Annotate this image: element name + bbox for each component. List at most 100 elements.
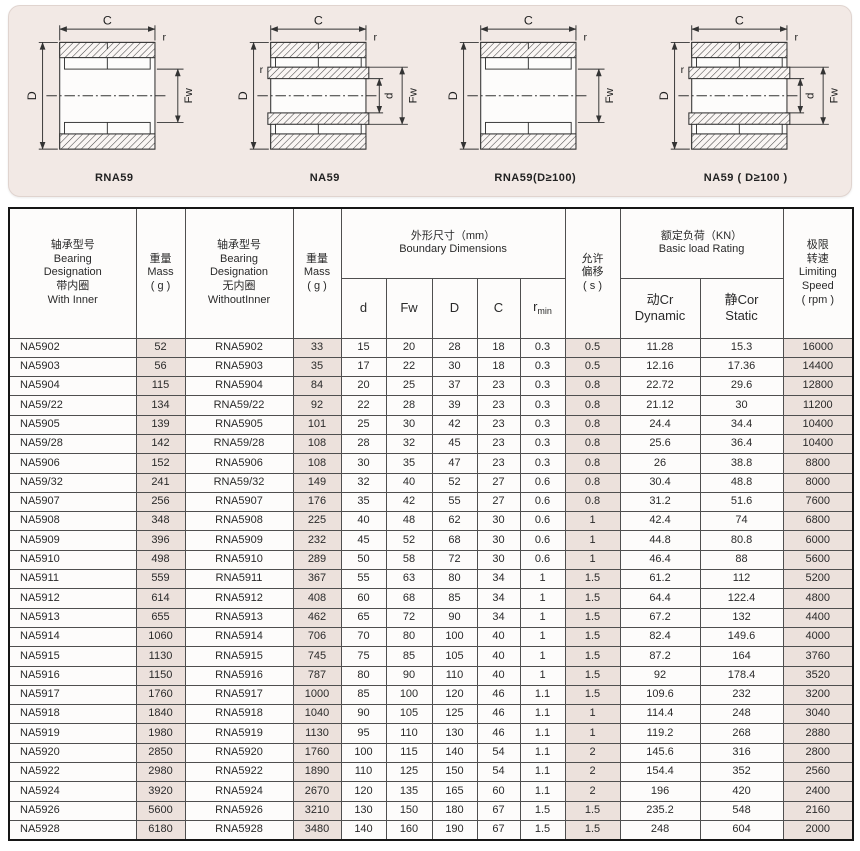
cell-rmin: 0.6 (519, 511, 566, 532)
cell-fw: 115 (385, 742, 433, 764)
col-header-C: C (476, 277, 521, 339)
cell-dynamic-load: 42.4 (619, 511, 701, 532)
cell-dynamic-load: 11.28 (619, 337, 701, 358)
cell-static-load: 51.6 (699, 491, 784, 513)
cell-mass-without-inner: 1040 (292, 704, 342, 725)
table-row: NA5917 1760 RNA5917 1000 85 100 120 46 1.1 1.5 109… (8, 684, 854, 706)
cell-dynamic-load: 82.4 (619, 626, 701, 648)
bearing-diagram-rna59-d100: C D Fw r RNA59(D≥100) (430, 6, 641, 196)
cell-mass-without-inner: 108 (292, 453, 342, 474)
cell-limiting-speed: 7600 (782, 491, 854, 513)
cell-static-load: 38.8 (699, 453, 784, 474)
cell-static-load: 248 (699, 704, 784, 725)
cell-designation-with-inner: NA5905 (8, 414, 137, 435)
cell-dynamic-load: 46.4 (619, 549, 701, 571)
table-row: NA5906 152 RNA5906 108 30 35 47 23 0.3 0.8 26 38.8 8… (8, 453, 854, 474)
cell-static-load: 316 (699, 742, 784, 764)
cell-designation-without-inner: RNA5913 (184, 607, 294, 628)
cell-static-load: 548 (699, 800, 784, 821)
cell-misalignment: 0.8 (564, 376, 621, 397)
cell-d: 100 (340, 742, 387, 764)
svg-text:r: r (259, 65, 263, 76)
table-row: NA5914 1060 RNA5914 706 70 80 100 40 1 1.5 82.4 149… (8, 626, 854, 648)
cell-mass-with-inner: 3920 (135, 781, 186, 802)
cell-misalignment: 1.5 (564, 626, 621, 648)
cell-mass-with-inner: 1980 (135, 723, 186, 744)
cell-static-load: 149.6 (699, 626, 784, 648)
cell-dynamic-load: 154.4 (619, 762, 701, 783)
cell-designation-without-inner: RNA5907 (184, 491, 294, 513)
cell-fw: 58 (385, 549, 433, 571)
cell-d: 40 (340, 511, 387, 532)
cell-misalignment: 1.5 (564, 665, 621, 686)
cell-misalignment: 0.5 (564, 337, 621, 358)
cell-designation-with-inner: NA5924 (8, 781, 137, 802)
cell-C: 30 (476, 511, 521, 532)
cell-d: 25 (340, 414, 387, 435)
bearing-drawing: C D d r Fw r (657, 13, 840, 150)
cell-mass-without-inner: 706 (292, 626, 342, 648)
table-body: NA5902 52 RNA5902 33 15 20 28 18 0.3 0.5 11.28 15.3… (8, 337, 854, 841)
cell-misalignment: 0.8 (564, 414, 621, 435)
cell-misalignment: 0.8 (564, 453, 621, 474)
cell-designation-without-inner: RNA59/32 (184, 472, 294, 493)
cell-limiting-speed: 5600 (782, 549, 854, 571)
cell-designation-without-inner: RNA5906 (184, 453, 294, 474)
cell-d: 22 (340, 395, 387, 416)
cell-mass-without-inner: 33 (292, 337, 342, 358)
cell-designation-with-inner: NA5902 (8, 337, 137, 358)
cell-rmin: 1 (519, 569, 566, 590)
cell-designation-without-inner: RNA5915 (184, 646, 294, 667)
cell-designation-without-inner: RNA59/22 (184, 395, 294, 416)
cell-mass-without-inner: 149 (292, 472, 342, 493)
cell-designation-with-inner: NA5917 (8, 684, 137, 706)
cell-designation-with-inner: NA5922 (8, 762, 137, 783)
cell-static-load: 34.4 (699, 414, 784, 435)
cell-dynamic-load: 25.6 (619, 433, 701, 455)
cell-mass-with-inner: 142 (135, 433, 186, 455)
cell-C: 54 (476, 742, 521, 764)
col-header-misalignment: 允许 偏移 ( s ) (564, 207, 621, 339)
cell-d: 85 (340, 684, 387, 706)
cell-designation-without-inner: RNA5926 (184, 800, 294, 821)
table-row: NA5909 396 RNA5909 232 45 52 68 30 0.6 1 44.8 80.8 6… (8, 530, 854, 551)
svg-text:r: r (373, 33, 377, 44)
cell-d: 60 (340, 588, 387, 609)
cell-misalignment: 1.5 (564, 569, 621, 590)
cell-mass-without-inner: 108 (292, 433, 342, 455)
table-row: NA5905 139 RNA5905 101 25 30 42 23 0.3 0.8 24.4 34.… (8, 414, 854, 435)
table-row: NA5919 1980 RNA5919 1130 95 110 130 46 1.1 1 119.2… (8, 723, 854, 744)
cell-mass-without-inner: 84 (292, 376, 342, 397)
cell-limiting-speed: 6000 (782, 530, 854, 551)
cell-mass-without-inner: 408 (292, 588, 342, 609)
cell-dynamic-load: 21.12 (619, 395, 701, 416)
cell-mass-with-inner: 1060 (135, 626, 186, 648)
cell-misalignment: 1 (564, 704, 621, 725)
cell-static-load: 36.4 (699, 433, 784, 455)
cell-mass-without-inner: 745 (292, 646, 342, 667)
cell-C: 67 (476, 800, 521, 821)
table-row: NA59/32 241 RNA59/32 149 32 40 52 27 0.6 0.8 30.4 4… (8, 472, 854, 493)
cell-D: 120 (431, 684, 478, 706)
cell-rmin: 1 (519, 646, 566, 667)
cell-misalignment: 2 (564, 762, 621, 783)
cell-D: 180 (431, 800, 478, 821)
bearing-drawing: C D Fw r (446, 13, 616, 150)
diagram-label: RNA59(D≥100) (494, 172, 577, 184)
cell-fw: 52 (385, 530, 433, 551)
cell-designation-with-inner: NA5908 (8, 511, 137, 532)
cell-C: 30 (476, 549, 521, 571)
cell-fw: 35 (385, 453, 433, 474)
cell-designation-without-inner: RNA5916 (184, 665, 294, 686)
col-header-D: D (431, 277, 478, 339)
col-header-boundary-dimensions: 外形尺寸（mm） Boundary Dimensions (340, 207, 566, 279)
cell-mass-with-inner: 241 (135, 472, 186, 493)
cell-limiting-speed: 5200 (782, 569, 854, 590)
cell-designation-without-inner: RNA5905 (184, 414, 294, 435)
cell-rmin: 0.6 (519, 549, 566, 571)
cell-rmin: 1.1 (519, 723, 566, 744)
cell-designation-with-inner: NA5903 (8, 356, 137, 378)
cell-dynamic-load: 235.2 (619, 800, 701, 821)
cell-d: 75 (340, 646, 387, 667)
cell-d: 28 (340, 433, 387, 455)
